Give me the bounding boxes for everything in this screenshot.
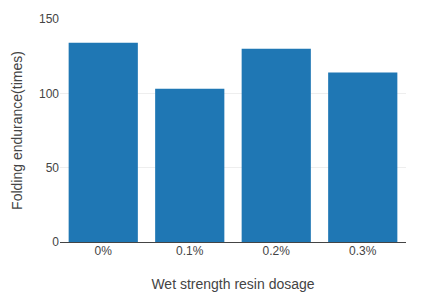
svg-text:0: 0 (52, 235, 59, 249)
svg-text:Folding endurance(times): Folding endurance(times) (9, 51, 25, 210)
svg-text:0.2%: 0.2% (263, 244, 291, 258)
svg-text:0%: 0% (95, 244, 113, 258)
svg-text:Wet strength resin dosage: Wet strength resin dosage (151, 276, 314, 292)
svg-text:0.1%: 0.1% (176, 244, 204, 258)
svg-text:50: 50 (46, 161, 60, 175)
svg-text:100: 100 (39, 87, 59, 101)
svg-text:0.3%: 0.3% (349, 244, 377, 258)
svg-text:150: 150 (39, 12, 59, 26)
